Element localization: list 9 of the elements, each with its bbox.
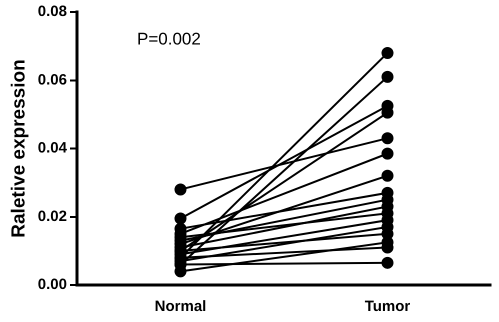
y-tick-label: 0.04 — [38, 140, 68, 157]
x-tick-label: Tumor — [364, 298, 410, 316]
y-tick-label: 0.00 — [38, 276, 67, 294]
x-tick-label: Normal — [154, 298, 206, 316]
y-tick-label: 0.08 — [38, 3, 67, 20]
y-tick-label: 0.06 — [38, 71, 67, 88]
y-axis-title: Raletive expression — [8, 59, 30, 238]
annotation: P=0.002 — [136, 30, 201, 49]
y-tick-label: 0.02 — [38, 208, 67, 225]
